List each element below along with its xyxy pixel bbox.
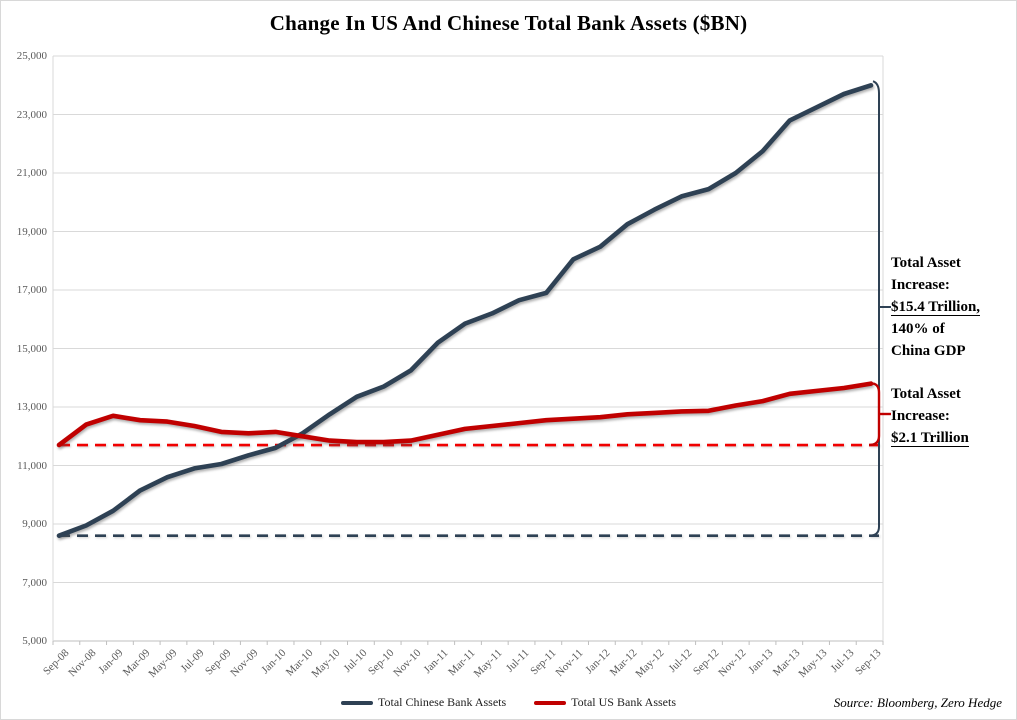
- y-tick-label: 9,000: [22, 518, 47, 530]
- annotation-line: Total Asset: [891, 255, 961, 271]
- annotation-us-increase: Total Asset Increase: $2.1 Trillion: [891, 383, 1016, 449]
- y-tick-label: 21,000: [16, 167, 47, 179]
- annotation-line: $15.4 Trillion,: [891, 299, 981, 316]
- legend: Total Chinese Bank Assets Total US Bank …: [1, 695, 1016, 710]
- legend-item-us: Total US Bank Assets: [534, 695, 676, 710]
- legend-label-us: Total US Bank Assets: [571, 695, 676, 709]
- legend-label-china: Total Chinese Bank Assets: [378, 695, 507, 709]
- china-line-swatch: [341, 700, 373, 705]
- series-line-china: [56, 83, 874, 538]
- annotation-line: 140% of: [891, 321, 945, 337]
- y-tick-label: 5,000: [22, 635, 47, 647]
- chart-title: Change In US And Chinese Total Bank Asse…: [269, 11, 748, 35]
- source-note: Source: Bloomberg, Zero Hedge: [833, 695, 1002, 710]
- us-line-swatch: [534, 700, 567, 705]
- y-tick-label: 17,000: [16, 284, 47, 296]
- y-tick-label: 23,000: [16, 108, 47, 121]
- us-increase-bracket: [868, 382, 881, 447]
- legend-item-china: Total Chinese Bank Assets: [341, 695, 506, 710]
- annotation-line: Increase:: [891, 408, 950, 424]
- y-tick-label: 15,000: [16, 342, 47, 355]
- annotation-line: Total Asset: [891, 386, 961, 402]
- annotation-line: China GDP: [891, 343, 966, 359]
- annotation-china-increase: Total Asset Increase: $15.4 Trillion, 140% …: [891, 252, 1016, 362]
- y-tick-label: 19,000: [16, 225, 47, 238]
- y-tick-label: 11,000: [17, 459, 47, 472]
- y-tick-label: 7,000: [22, 576, 47, 589]
- y-tick-label: 13,000: [16, 401, 47, 413]
- series-line-us: [56, 381, 874, 448]
- china-increase-bracket: [868, 80, 880, 537]
- y-tick-label: 25,000: [16, 50, 47, 62]
- annotation-line: Increase:: [891, 277, 950, 293]
- annotation-line: $2.1 Trillion: [891, 430, 969, 447]
